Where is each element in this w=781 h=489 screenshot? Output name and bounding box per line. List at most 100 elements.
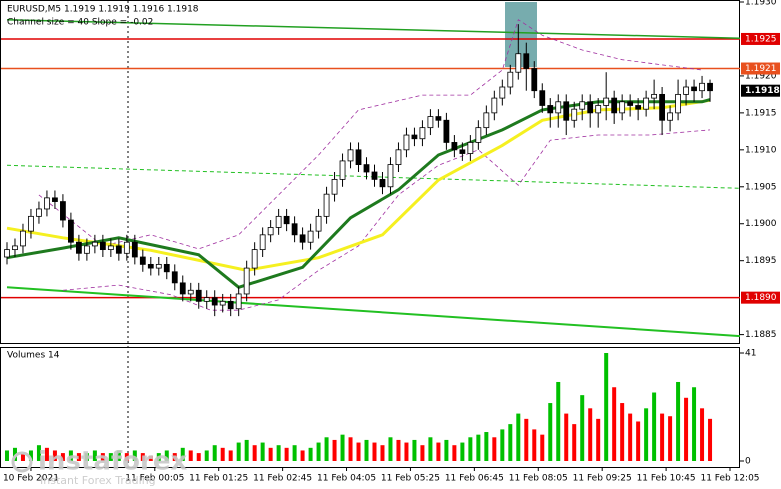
- candle-body: [52, 197, 58, 202]
- volume-bar: [172, 453, 177, 461]
- volume-bar: [476, 434, 481, 461]
- candle-body: [419, 127, 426, 140]
- candle-body: [451, 142, 458, 151]
- volume-bar: [396, 439, 401, 461]
- volume-tick-label: 41: [745, 349, 756, 359]
- x-tick-label: 11 Feb 02:45: [253, 474, 312, 484]
- candle-body: [307, 230, 314, 243]
- candle-body: [36, 208, 42, 217]
- candle-body: [403, 134, 410, 151]
- volume-bar: [572, 424, 577, 461]
- candle-body: [491, 97, 498, 114]
- x-tick-label: 11 Feb 10:45: [637, 474, 696, 484]
- volume-bar: [260, 442, 265, 461]
- indicator-line: [38, 19, 703, 250]
- candle-body: [115, 245, 122, 254]
- candle-body: [587, 101, 594, 114]
- volume-bar: [508, 424, 513, 461]
- volume-bar: [652, 392, 657, 461]
- volume-bar: [588, 408, 593, 461]
- volume-bar: [604, 353, 609, 461]
- y-tick-label: 1.1905: [745, 182, 777, 192]
- watermark-tagline: Instant Forex Trading: [40, 474, 156, 487]
- candle-body: [68, 219, 74, 243]
- x-tick-label: 11 Feb 01:25: [189, 474, 248, 484]
- candle-body: [363, 164, 370, 173]
- volume-bar: [436, 442, 441, 461]
- candle-body: [299, 234, 306, 243]
- candle-body: [675, 93, 681, 114]
- candle-body: [60, 201, 66, 221]
- chart-title: EURUSD,M5 1.1919 1.1919 1.1916 1.1918: [7, 5, 199, 15]
- candle-body: [147, 263, 154, 269]
- volume-bar: [612, 387, 617, 461]
- volume-bar: [228, 450, 233, 461]
- candle-body: [347, 149, 354, 162]
- volume-bar: [76, 453, 81, 461]
- price-level-label: 1.1890: [745, 293, 777, 303]
- volume-bar: [348, 437, 353, 461]
- volume-bar: [36, 445, 41, 461]
- candle-body: [99, 241, 106, 251]
- price-level-box: [741, 62, 780, 75]
- volume-bar: [428, 437, 433, 461]
- candle-body: [28, 215, 34, 232]
- price-level-label: 1.1925: [745, 34, 777, 44]
- volume-bar: [20, 453, 25, 461]
- volume-bar: [356, 442, 361, 461]
- volume-bar: [124, 453, 129, 461]
- candle-body: [155, 263, 162, 269]
- y-tick-label: 1.1885: [745, 330, 777, 340]
- candle-body: [395, 149, 402, 166]
- candle-body: [12, 245, 18, 251]
- volume-bar: [300, 450, 305, 461]
- volume-bar: [4, 450, 9, 461]
- candle-body: [371, 171, 378, 180]
- candle-body: [619, 101, 626, 114]
- candle-body: [443, 119, 450, 143]
- watermark: instaforex Instant Forex Trading: [11, 447, 188, 487]
- candle-body: [195, 289, 202, 302]
- volume-bar: [196, 453, 201, 461]
- candle-body: [635, 105, 642, 110]
- logo: [11, 451, 33, 473]
- candle-body: [571, 108, 578, 121]
- volume-bar: [52, 450, 57, 461]
- volume-bar: [644, 408, 649, 461]
- volume-bar: [460, 442, 465, 461]
- volume-bar: [308, 447, 313, 461]
- candle-body: [435, 116, 442, 121]
- y-tick-label: 1.1915: [745, 108, 777, 118]
- volume-bar: [292, 445, 297, 461]
- candle-body: [683, 86, 689, 95]
- candle-body: [259, 234, 266, 251]
- candle-body: [339, 160, 346, 180]
- candle-body: [411, 134, 418, 140]
- volume-bar: [668, 416, 673, 461]
- volume-bar: [212, 445, 217, 461]
- volume-bar: [276, 445, 281, 461]
- volume-bar: [532, 429, 537, 461]
- volume-panel-frame: [0, 347, 740, 468]
- price-level-box: [741, 32, 780, 45]
- candle-body: [331, 178, 338, 195]
- candle-body: [699, 82, 705, 92]
- x-tick-label: 11 Feb 06:45: [445, 474, 504, 484]
- candle-body: [107, 245, 114, 251]
- candle-body: [531, 68, 538, 92]
- x-tick-label: 10 Feb 2021: [3, 474, 59, 484]
- volume-bar: [660, 413, 665, 461]
- volume-bar: [284, 447, 289, 461]
- volume-bar: [516, 413, 521, 461]
- volume-bar: [636, 421, 641, 461]
- candle-body: [315, 215, 322, 232]
- price-level-label: 1.1921: [745, 64, 777, 74]
- volume-bar: [380, 445, 385, 461]
- volume-bar: [84, 453, 89, 461]
- volume-bar: [324, 437, 329, 461]
- volume-bar: [244, 439, 249, 461]
- volume-tick-label: 0: [745, 457, 751, 467]
